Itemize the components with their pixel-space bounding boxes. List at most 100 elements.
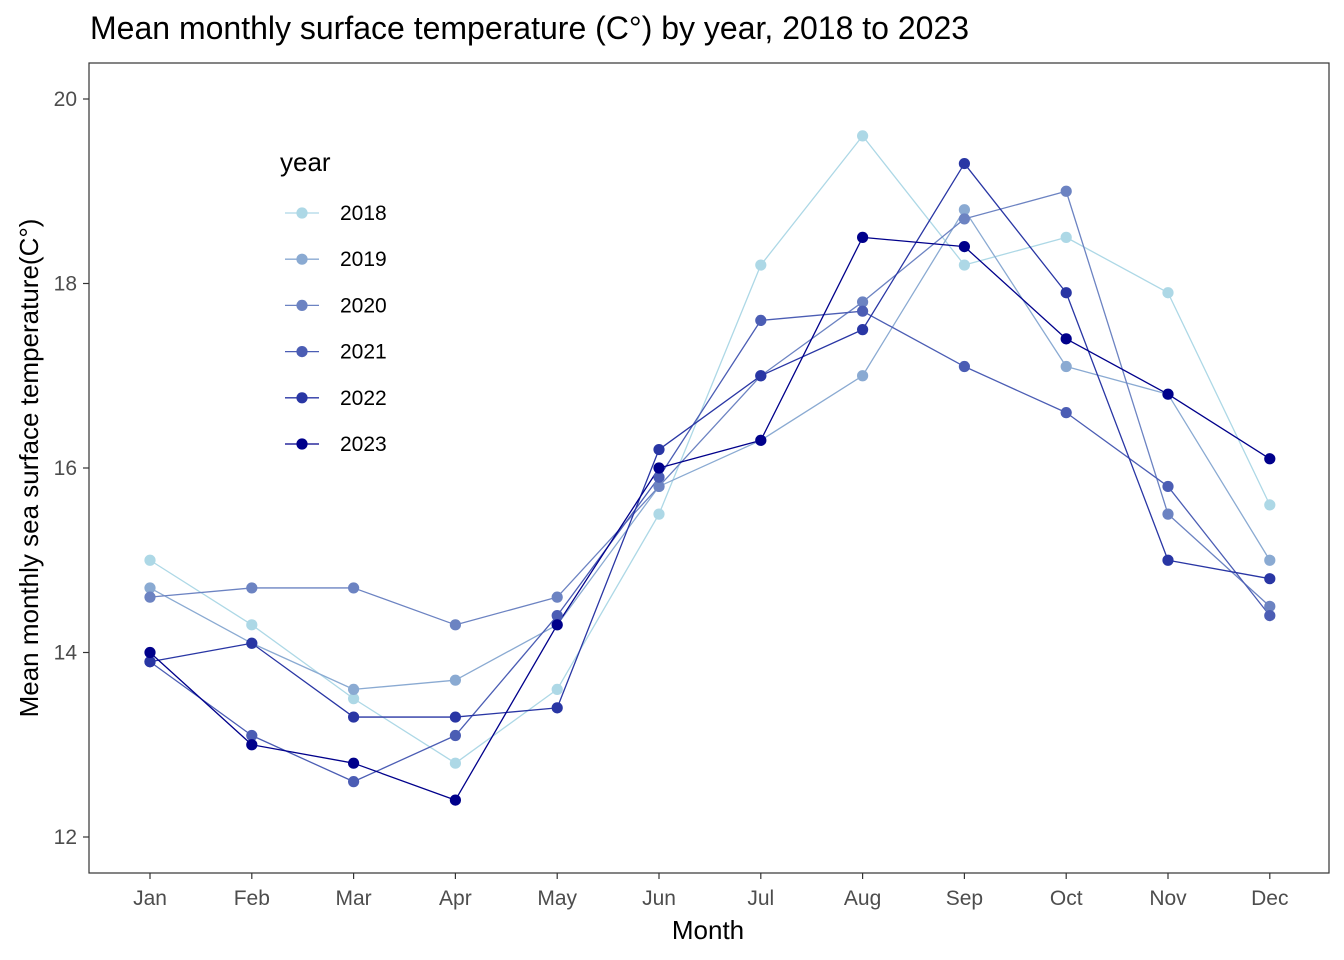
- legend-key-point-2022: [296, 392, 308, 404]
- point-2019-mar: [348, 683, 360, 696]
- chart-title: Mean monthly surface temperature (C°) by…: [90, 10, 970, 46]
- point-2022-feb: [246, 637, 258, 649]
- legend-key-point-2021: [296, 346, 308, 358]
- point-2022-aug: [857, 324, 869, 336]
- point-2018-sep: [958, 259, 971, 271]
- legend-key-point-2020: [296, 299, 308, 311]
- point-2023-jan: [144, 646, 156, 659]
- point-2022-sep: [958, 157, 971, 170]
- point-2022-apr: [449, 711, 461, 723]
- point-2021-feb: [246, 729, 258, 742]
- point-2018-aug: [857, 130, 869, 142]
- legend-title: year: [280, 147, 331, 177]
- x-tick-label-aug: Aug: [844, 887, 881, 910]
- legend-label-2019: 2019: [340, 248, 387, 271]
- series-line-2019: [149, 209, 1271, 691]
- series-line-2018: [149, 135, 1271, 764]
- point-2018-apr: [449, 757, 461, 769]
- x-axis: Jan Feb Mar Apr May Jun Jul Aug Sep Oct Nov Dec: [133, 873, 1288, 910]
- point-2023-jun: [653, 462, 665, 474]
- point-2023-dec: [1264, 453, 1276, 465]
- y-tick-label-14: 14: [54, 642, 78, 665]
- point-2021-jun: [653, 471, 665, 483]
- series-line-2021: [149, 310, 1271, 783]
- x-tick-label-nov: Nov: [1149, 887, 1187, 910]
- series-points: [144, 130, 1276, 806]
- point-2020-jan: [144, 591, 156, 603]
- point-2019-jan: [144, 582, 156, 594]
- legend-key-point-2019: [296, 253, 308, 265]
- point-2019-sep: [958, 204, 971, 216]
- x-tick-label-feb: Feb: [234, 887, 270, 910]
- x-tick-label-apr: Apr: [439, 887, 472, 910]
- point-2018-dec: [1264, 499, 1276, 511]
- point-2021-aug: [857, 305, 869, 317]
- point-2023-nov: [1162, 388, 1174, 400]
- point-2021-mar: [348, 776, 360, 788]
- legend-key-point-2023: [296, 438, 308, 450]
- point-2020-oct: [1060, 185, 1072, 197]
- point-2018-may: [551, 683, 563, 696]
- x-tick-label-jul: Jul: [747, 887, 774, 910]
- point-2021-dec: [1264, 610, 1276, 622]
- point-2022-jun: [653, 443, 665, 456]
- x-tick-label-mar: Mar: [336, 887, 372, 910]
- point-2023-may: [551, 619, 563, 631]
- point-2023-mar: [348, 757, 360, 769]
- point-2020-jun: [653, 480, 665, 493]
- point-2018-oct: [1060, 231, 1072, 243]
- point-2019-dec: [1264, 554, 1276, 566]
- point-2022-mar: [348, 711, 360, 723]
- series-line-2020: [149, 190, 1271, 626]
- x-axis-title: Month: [672, 915, 744, 945]
- point-2023-oct: [1060, 333, 1072, 345]
- point-2020-apr: [449, 619, 461, 631]
- point-2021-nov: [1162, 480, 1174, 493]
- point-2019-aug: [857, 370, 869, 382]
- x-tick-label-oct: Oct: [1050, 887, 1083, 910]
- y-axis-title: Mean monthly sea surface temperature(C°): [14, 219, 44, 718]
- point-2019-oct: [1060, 360, 1072, 373]
- y-tick-label-12: 12: [54, 826, 77, 849]
- x-tick-label-dec: Dec: [1251, 887, 1288, 910]
- point-2020-sep: [958, 213, 971, 225]
- point-2023-jul: [755, 434, 767, 446]
- series-lines: [149, 135, 1271, 801]
- series-line-2023: [149, 236, 1271, 801]
- point-2020-nov: [1162, 508, 1174, 520]
- point-2019-apr: [449, 674, 461, 686]
- point-2018-jun: [653, 508, 665, 520]
- point-2022-dec: [1264, 573, 1276, 585]
- y-axis: 12 14 16 18 20: [54, 88, 89, 849]
- point-2022-jan: [144, 656, 156, 668]
- point-2018-nov: [1162, 287, 1174, 299]
- point-2018-feb: [246, 619, 258, 631]
- point-2022-nov: [1162, 554, 1174, 566]
- series-line-2022: [149, 162, 1270, 718]
- point-2022-jul: [755, 370, 767, 382]
- x-tick-label-jun: Jun: [642, 887, 676, 910]
- legend-key-point-2018: [296, 207, 308, 219]
- x-tick-label-may: May: [537, 887, 577, 910]
- point-2018-jan: [144, 554, 156, 566]
- point-2020-feb: [246, 582, 258, 594]
- point-2018-mar: [348, 693, 360, 705]
- point-2023-apr: [449, 794, 461, 806]
- point-2020-aug: [857, 296, 869, 308]
- point-2021-oct: [1060, 407, 1072, 419]
- point-2021-jul: [755, 314, 767, 326]
- legend-label-2021: 2021: [340, 341, 387, 364]
- point-2022-may: [551, 702, 563, 714]
- point-2020-mar: [348, 582, 360, 594]
- y-tick-label-18: 18: [54, 273, 77, 296]
- x-tick-label-sep: Sep: [946, 887, 983, 910]
- legend-label-2023: 2023: [340, 433, 387, 456]
- point-2020-dec: [1264, 600, 1276, 612]
- legend-label-2022: 2022: [340, 387, 387, 410]
- point-2023-sep: [958, 241, 971, 253]
- legend-label-2020: 2020: [340, 294, 387, 317]
- legend: year 2018 2019 2020 2021 2022 2023: [280, 147, 387, 456]
- y-tick-label-20: 20: [54, 88, 77, 111]
- point-2021-apr: [449, 729, 461, 742]
